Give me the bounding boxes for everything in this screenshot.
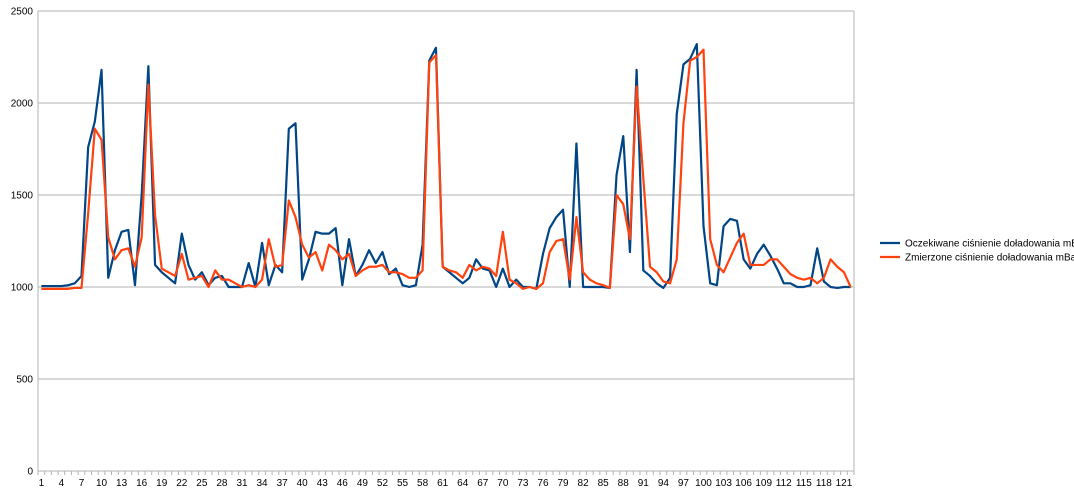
x-tick-label: 10 [96, 478, 108, 489]
x-tick-label: 67 [477, 478, 489, 489]
series-line-2 [41, 48, 852, 290]
y-tick-label: 500 [16, 375, 33, 386]
x-tick-label: 13 [116, 478, 128, 489]
x-tick-label: 115 [796, 478, 812, 489]
x-tick-label: 28 [216, 478, 228, 489]
x-tick-label: 61 [437, 478, 449, 489]
x-tick-label: 91 [638, 478, 650, 489]
x-tick-label: 112 [776, 478, 792, 489]
x-tick-label: 19 [156, 478, 168, 489]
x-tick-label: 79 [557, 478, 569, 489]
x-tick-label: 58 [417, 478, 429, 489]
x-tick-label: 94 [658, 478, 670, 489]
y-axis: 0 500 1000 1500 2000 2500 [11, 7, 34, 478]
x-tick-label: 100 [695, 478, 712, 489]
legend: Oczekiwane ciśnienie doładowania mBa Zmie… [880, 239, 1074, 264]
x-tick-label: 43 [317, 478, 329, 489]
legend-label-1: Oczekiwane ciśnienie doładowania mBa [905, 239, 1074, 250]
x-tick-label: 55 [397, 478, 409, 489]
x-tick-label: 97 [678, 478, 690, 489]
x-tick-label: 118 [816, 478, 832, 489]
x-tick-label: 121 [836, 478, 853, 489]
x-tick-label: 46 [337, 478, 349, 489]
x-tick-label: 109 [755, 478, 772, 489]
x-tick-label: 85 [598, 478, 610, 489]
x-tick-label: 52 [377, 478, 389, 489]
x-tick-label: 1 [39, 478, 45, 489]
x-tick-label: 22 [176, 478, 188, 489]
x-tick-label: 16 [136, 478, 148, 489]
y-tick-label: 2500 [11, 7, 34, 18]
series-lines [41, 43, 852, 290]
x-tick-label: 4 [59, 478, 65, 489]
x-tick-label: 88 [618, 478, 630, 489]
x-tick-label: 25 [196, 478, 208, 489]
x-tick-label: 31 [236, 478, 248, 489]
x-tick-label: 49 [357, 478, 369, 489]
legend-label-2: Zmierzone ciśnienie doładowania mBar [905, 253, 1074, 264]
x-tick-label: 103 [715, 478, 732, 489]
y-tick-label: 1000 [11, 283, 34, 294]
x-tick-label: 82 [578, 478, 590, 489]
x-tick-label: 7 [79, 478, 85, 489]
x-tick-label: 34 [257, 478, 269, 489]
y-tick-label: 1500 [11, 191, 34, 202]
x-tick-label: 40 [297, 478, 309, 489]
x-tick-label: 64 [457, 478, 469, 489]
x-tick-label: 76 [537, 478, 549, 489]
y-tick-label: 2000 [11, 99, 34, 110]
x-tick-label: 37 [277, 478, 289, 489]
x-tick-label: 70 [497, 478, 509, 489]
y-tick-label: 0 [27, 467, 33, 478]
series-line-1 [41, 43, 851, 290]
x-tick-label: 73 [517, 478, 529, 489]
gridlines [37, 10, 855, 472]
x-tick-label: 106 [735, 478, 752, 489]
x-axis: 1 4 7 10 13 16 19 22 25 28 31 34 37 40 43 46 49 52 55 58 61 6… [37, 470, 855, 489]
